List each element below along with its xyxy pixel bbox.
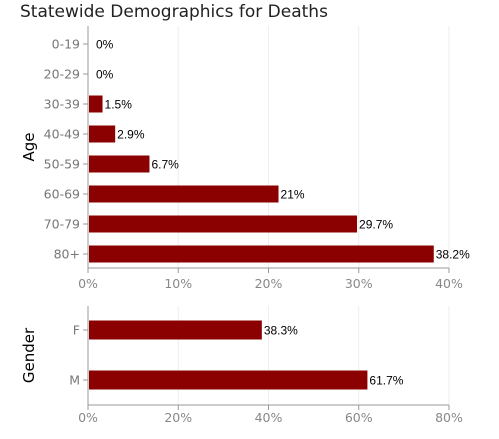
age-category-label: 20-29 (44, 67, 80, 82)
age-x-tick-label: 40% (435, 276, 463, 291)
age-bar (89, 215, 358, 233)
age-category-label: 60-69 (44, 187, 80, 202)
gender-category-label: F (73, 323, 80, 338)
age-value-label: 6.7% (151, 158, 179, 172)
gender-x-tick-label: 40% (255, 410, 283, 425)
age-category-label: 30-39 (44, 97, 80, 112)
age-x-tick-label: 20% (255, 276, 283, 291)
age-category-label: 80+ (54, 247, 80, 262)
gender-x-tick-label: 60% (345, 410, 373, 425)
age-category-label: 50-59 (44, 157, 80, 172)
age-bar (89, 245, 434, 263)
gender-x-tick-label: 0% (78, 410, 98, 425)
age-value-label: 21% (281, 188, 305, 202)
gender-axis-title: Gender (20, 327, 38, 383)
age-x-tick-label: 10% (164, 276, 192, 291)
age-value-label: 29.7% (359, 218, 393, 232)
age-category-label: 70-79 (44, 217, 80, 232)
gender-x-tick-label: 20% (164, 410, 192, 425)
age-value-label: 2.9% (117, 128, 145, 142)
age-bar (89, 185, 279, 203)
age-value-label: 1.5% (105, 98, 133, 112)
age-bar (89, 95, 103, 113)
age-bar (89, 125, 116, 143)
gender-category-label: M (69, 373, 80, 388)
age-bar (89, 155, 150, 173)
age-axis-title: Age (20, 132, 38, 161)
gender-bar (89, 320, 262, 340)
age-x-tick-label: 30% (345, 276, 373, 291)
age-x-tick-label: 0% (78, 276, 98, 291)
age-value-label: 0% (96, 68, 114, 82)
age-value-label: 0% (96, 38, 114, 52)
age-value-label: 38.2% (436, 248, 470, 262)
age-category-label: 0-19 (52, 37, 80, 52)
age-category-label: 40-49 (44, 127, 80, 142)
gender-value-label: 61.7% (369, 374, 403, 388)
gender-value-label: 38.3% (264, 324, 298, 338)
gender-x-tick-label: 80% (435, 410, 463, 425)
chart-title: Statewide Demographics for Deaths (20, 2, 328, 22)
gender-bar (89, 370, 368, 390)
